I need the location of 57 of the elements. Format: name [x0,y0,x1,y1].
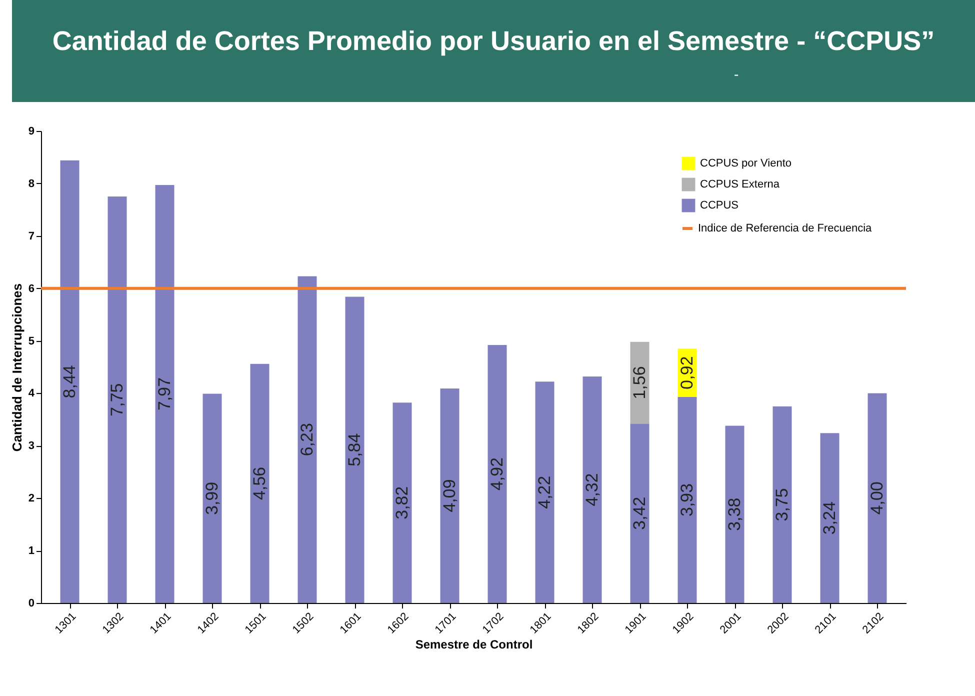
data-label: 4,92 [487,457,506,491]
bar [488,344,507,603]
data-label: 1,56 [630,366,649,400]
data-label: 3,42 [630,496,649,530]
bar [345,296,364,603]
y-tick-label: 2 [28,492,34,505]
y-axis-title: Cantidad de Interrupciones [9,283,24,452]
bar [582,376,602,603]
legend-label: CCPUS Externa [700,178,780,190]
bar [630,342,650,424]
data-label: 3,75 [772,488,792,522]
data-label: 6,23 [297,423,316,456]
data-label: 3,99 [202,482,222,515]
bar [868,393,887,603]
y-tick-label: 7 [28,230,34,242]
y-tick-label: 0 [28,598,34,610]
bar [202,394,222,603]
y-tick-label: 5 [28,335,34,348]
data-label: 4,56 [250,466,269,500]
chart-title: Cantidad de Cortes Promedio por Usuario en el Semestre - “CCPUS” [51,25,936,57]
bar [535,382,554,603]
bar [630,424,650,603]
legend-label: CCPUS [700,200,739,212]
data-label: 4,32 [582,473,602,506]
x-axis-title: Semestre de Control [415,638,533,652]
y-tick-label: 4 [28,388,36,400]
data-label: 3,38 [724,498,744,531]
data-label: 4,22 [534,476,554,509]
bar [298,276,317,603]
data-label: 4,00 [867,482,886,515]
data-label: 7,75 [107,383,126,416]
bar [392,402,412,603]
bar [60,160,80,603]
y-tick-label: 3 [28,440,34,452]
data-label: 3,93 [677,483,696,516]
legend-label: Indice de Referencia de Frecuencia [698,222,873,234]
y-tick-label: 6 [28,282,34,295]
y-tick-label: 9 [28,126,34,138]
bar [108,196,127,603]
bar [678,396,697,603]
data-label: 0,92 [677,356,696,390]
y-tick-label: 8 [28,178,34,190]
bar [820,433,840,603]
data-label: 7,97 [154,377,174,411]
bar [725,426,744,603]
data-label: 8,44 [60,365,79,398]
y-tick-label: 1 [28,545,34,558]
bar [440,388,460,603]
data-label: 3,82 [392,486,412,520]
data-label: 3,24 [820,501,839,535]
bar [155,185,174,603]
data-label: 4,09 [440,479,459,512]
data-label: 5,84 [344,433,364,466]
legend-label: CCPUS por Viento [700,158,792,170]
bar [250,364,270,603]
chart-subtitle: - [734,66,739,82]
bar [772,406,792,603]
